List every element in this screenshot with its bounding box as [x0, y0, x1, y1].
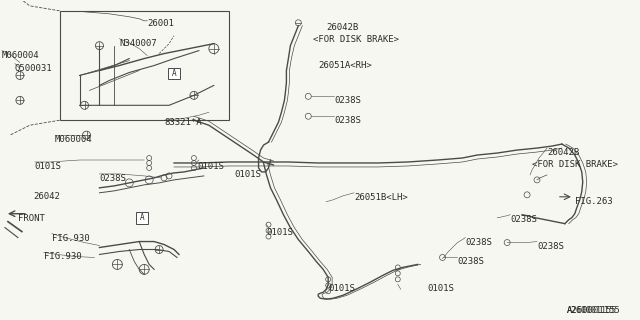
- Text: M060004: M060004: [2, 51, 40, 60]
- Text: <FOR DISK BRAKE>: <FOR DISK BRAKE>: [532, 160, 618, 169]
- Text: 0238S: 0238S: [510, 215, 537, 224]
- Text: M060004: M060004: [54, 135, 92, 144]
- Text: 26042B: 26042B: [326, 23, 358, 32]
- Text: 26042B: 26042B: [547, 148, 579, 157]
- Text: FIG.263: FIG.263: [575, 197, 612, 206]
- Text: 83321*A: 83321*A: [164, 118, 202, 127]
- Text: 0238S: 0238S: [537, 242, 564, 251]
- Text: A260001155: A260001155: [567, 306, 621, 315]
- Text: FIG.930: FIG.930: [44, 252, 81, 261]
- Bar: [60, 11, 228, 120]
- Text: N340007: N340007: [119, 39, 157, 48]
- Text: A260001155: A260001155: [567, 306, 617, 315]
- Text: FIG.930: FIG.930: [52, 234, 90, 243]
- Bar: [136, 212, 148, 224]
- Text: 0238S: 0238S: [334, 116, 361, 125]
- Text: 0101S: 0101S: [235, 170, 262, 179]
- Text: 0101S: 0101S: [197, 162, 224, 171]
- Text: A: A: [140, 213, 145, 222]
- Text: FRONT: FRONT: [18, 214, 45, 223]
- Text: Q500031: Q500031: [15, 64, 52, 73]
- Text: 26051B<LH>: 26051B<LH>: [354, 193, 408, 202]
- Text: <FOR DISK BRAKE>: <FOR DISK BRAKE>: [313, 35, 399, 44]
- Text: 26051A<RH>: 26051A<RH>: [318, 60, 372, 69]
- Text: 26001: 26001: [147, 19, 174, 28]
- Text: 0238S: 0238S: [99, 174, 126, 183]
- Text: 0101S: 0101S: [35, 162, 61, 171]
- Text: 0101S: 0101S: [428, 284, 454, 293]
- Bar: [168, 68, 180, 79]
- Text: 26042: 26042: [34, 192, 61, 201]
- Text: 0238S: 0238S: [465, 237, 492, 247]
- Text: 0101S: 0101S: [328, 284, 355, 293]
- Text: 0238S: 0238S: [334, 96, 361, 105]
- Text: A: A: [172, 69, 177, 78]
- Text: 0238S: 0238S: [458, 258, 484, 267]
- Text: 0101S: 0101S: [266, 228, 293, 236]
